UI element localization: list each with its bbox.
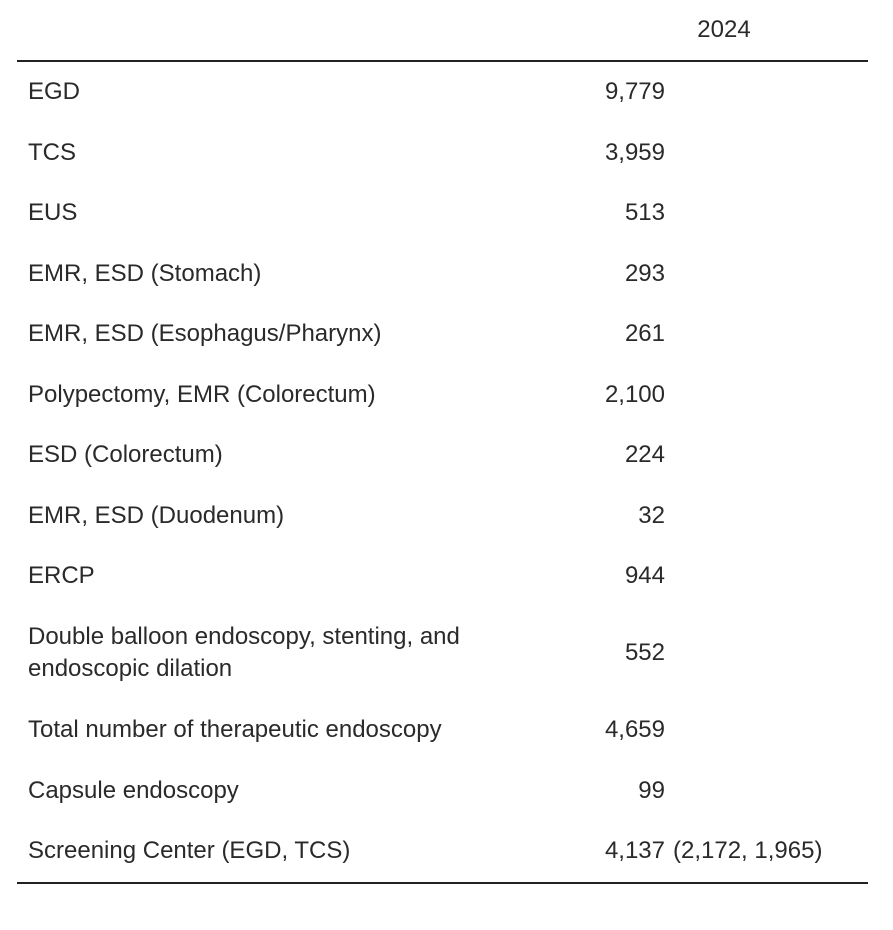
row-label: Polypectomy, EMR (Colorectum) (28, 380, 376, 408)
year-column-header: 2024 (697, 16, 751, 43)
row-label: Double balloon endoscopy, stenting, and … (28, 623, 460, 683)
table-row: Capsule endoscopy 99 (17, 761, 868, 822)
row-value: 293 (624, 259, 665, 287)
table-body: EGD 9,779 TCS 3,959 EUS 513 EMR, ESD (St… (17, 62, 868, 884)
table-header-row: 2024 (17, 0, 868, 62)
row-value: 4,137 (604, 837, 665, 865)
row-value: 3,959 (604, 138, 665, 166)
row-value: 261 (624, 320, 665, 348)
row-label: EMR, ESD (Stomach) (28, 259, 262, 287)
row-label: Capsule endoscopy (28, 776, 239, 804)
table-row: EMR, ESD (Duodenum) 32 (17, 486, 868, 547)
row-label: ERCP (28, 562, 95, 590)
row-label: EUS (28, 199, 78, 227)
row-label: EMR, ESD (Duodenum) (28, 501, 285, 529)
table-row: EMR, ESD (Esophagus/Pharynx) 261 (17, 304, 868, 365)
table-row: Double balloon endoscopy, stenting, and … (17, 607, 868, 701)
table-row: EMR, ESD (Stomach) 293 (17, 244, 868, 305)
row-label: EGD (28, 78, 81, 106)
row-label: Total number of therapeutic endoscopy (28, 716, 442, 744)
row-value: 224 (624, 441, 665, 469)
table-row: EUS 513 (17, 183, 868, 244)
row-value: 552 (624, 639, 665, 667)
row-label: TCS (28, 138, 76, 166)
row-value: 944 (624, 562, 665, 590)
table-row: TCS 3,959 (17, 123, 868, 184)
table-row: EGD 9,779 (17, 62, 868, 123)
row-value-extra: (2,172, 1,965) (673, 837, 823, 865)
row-value: 4,659 (604, 716, 665, 744)
table-row: Screening Center (EGD, TCS) 4,137 (2,172… (17, 821, 868, 882)
row-value: 9,779 (604, 78, 665, 106)
procedure-count-table: 2024 EGD 9,779 TCS 3,959 EUS 513 EMR, ES… (17, 0, 868, 884)
table-row: Total number of therapeutic endoscopy 4,… (17, 700, 868, 761)
row-value: 2,100 (604, 380, 665, 408)
row-label: EMR, ESD (Esophagus/Pharynx) (28, 320, 382, 348)
row-value: 99 (638, 776, 665, 804)
row-value: 32 (638, 501, 665, 529)
row-label: Screening Center (EGD, TCS) (28, 837, 351, 865)
table-row: ESD (Colorectum) 224 (17, 425, 868, 486)
table-row: Polypectomy, EMR (Colorectum) 2,100 (17, 365, 868, 426)
table-row: ERCP 944 (17, 546, 868, 607)
row-label: ESD (Colorectum) (28, 441, 223, 469)
row-value: 513 (624, 199, 665, 227)
